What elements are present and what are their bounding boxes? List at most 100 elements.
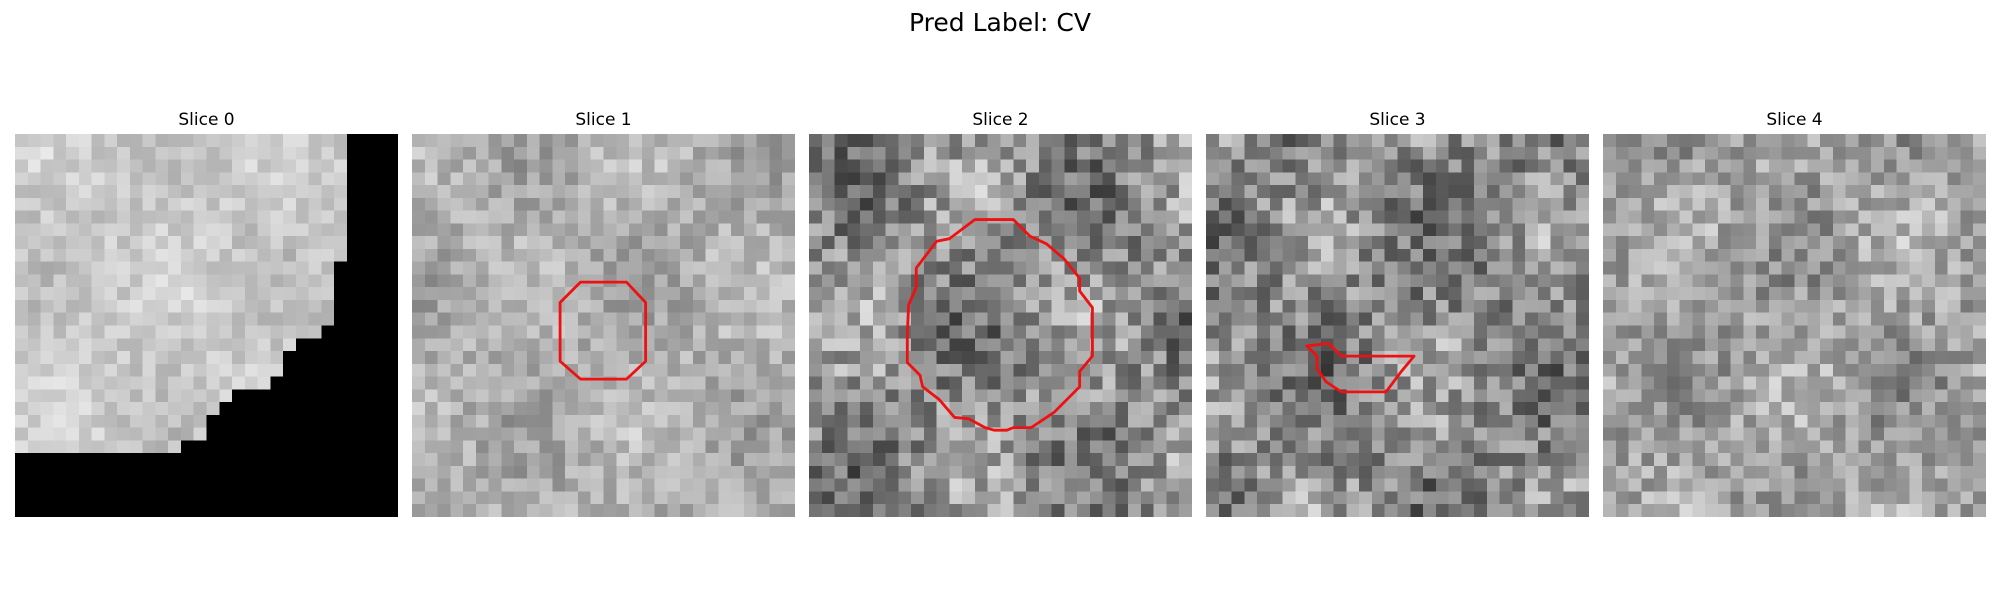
pixel — [1705, 261, 1719, 275]
pixel — [40, 197, 54, 211]
pixel — [1499, 478, 1513, 492]
pixel — [1730, 465, 1744, 479]
pixel — [514, 261, 528, 275]
pixel — [1423, 248, 1437, 262]
pixel — [1295, 223, 1309, 237]
pixel — [206, 236, 220, 250]
pixel — [692, 465, 706, 479]
pixel — [1692, 236, 1706, 250]
pixel — [1641, 453, 1655, 467]
pixel — [1333, 414, 1347, 428]
pixel — [168, 338, 182, 352]
pixel — [1845, 261, 1859, 275]
pixel — [847, 478, 861, 492]
pixel — [692, 338, 706, 352]
pixel — [809, 223, 823, 237]
pixel — [1871, 185, 1885, 199]
pixel — [40, 236, 54, 250]
pixel — [1537, 261, 1551, 275]
pixel — [1896, 440, 1910, 454]
pixel — [232, 172, 246, 186]
pixel — [206, 325, 220, 339]
pixel — [1512, 312, 1526, 326]
pixel — [1705, 402, 1719, 416]
pixel — [1206, 504, 1220, 517]
pixel — [1858, 389, 1872, 403]
pixel — [1896, 427, 1910, 441]
pixel — [1089, 274, 1103, 288]
pixel — [437, 261, 451, 275]
pixel — [1871, 274, 1885, 288]
pixel — [769, 299, 783, 313]
pixel — [1115, 414, 1129, 428]
pixel — [78, 363, 92, 377]
pixel — [1295, 402, 1309, 416]
pixel — [1448, 299, 1462, 313]
pixel — [27, 146, 41, 160]
pixel — [1140, 351, 1154, 365]
pixel — [1435, 287, 1449, 301]
pixel — [53, 172, 67, 186]
pixel — [142, 376, 156, 390]
pixel — [1384, 338, 1398, 352]
pixel — [1333, 427, 1347, 441]
pixel — [1973, 223, 1986, 237]
pixel — [78, 414, 92, 428]
pixel — [450, 504, 464, 517]
pixel — [731, 440, 745, 454]
pixel — [769, 389, 783, 403]
pixel — [1807, 478, 1821, 492]
pixel — [756, 491, 770, 505]
pixel — [1486, 172, 1500, 186]
pixel — [1166, 185, 1180, 199]
pixel — [168, 261, 182, 275]
pixel — [1550, 248, 1564, 262]
pixel — [1871, 210, 1885, 224]
pixel — [731, 453, 745, 467]
pixel — [1282, 363, 1296, 377]
pixel — [526, 440, 540, 454]
pixel — [1295, 261, 1309, 275]
pixel — [1717, 172, 1731, 186]
pixel — [1537, 440, 1551, 454]
pixel — [1448, 159, 1462, 173]
pixel — [1115, 363, 1129, 377]
pixel — [911, 210, 925, 224]
pixel — [680, 197, 694, 211]
pixel — [501, 299, 515, 313]
pixel — [1909, 389, 1923, 403]
pixel — [782, 236, 795, 250]
pixel — [1845, 223, 1859, 237]
pixel — [180, 287, 194, 301]
pixel — [641, 389, 655, 403]
pixel — [104, 274, 118, 288]
pixel — [155, 414, 169, 428]
pixel — [1909, 134, 1923, 148]
pixel — [1435, 376, 1449, 390]
pixel — [1435, 491, 1449, 505]
pixel — [1550, 414, 1564, 428]
pixel — [1550, 299, 1564, 313]
pixel — [526, 299, 540, 313]
pixel — [1499, 389, 1513, 403]
pixel — [1666, 338, 1680, 352]
pixel — [1563, 376, 1577, 390]
pixel — [539, 312, 553, 326]
pixel — [15, 414, 29, 428]
pixel — [1743, 312, 1757, 326]
pixel — [1807, 146, 1821, 160]
pixel — [987, 389, 1001, 403]
pixel — [1026, 363, 1040, 377]
pixel — [155, 197, 169, 211]
pixel — [1089, 248, 1103, 262]
pixel — [949, 248, 963, 262]
pixel — [193, 402, 207, 416]
pixel — [1973, 159, 1986, 173]
pixel — [1603, 453, 1617, 467]
pixel — [104, 223, 118, 237]
pixel — [1730, 478, 1744, 492]
pixel — [412, 427, 426, 441]
pixel — [629, 338, 643, 352]
pixel — [885, 414, 899, 428]
pixel — [1499, 402, 1513, 416]
